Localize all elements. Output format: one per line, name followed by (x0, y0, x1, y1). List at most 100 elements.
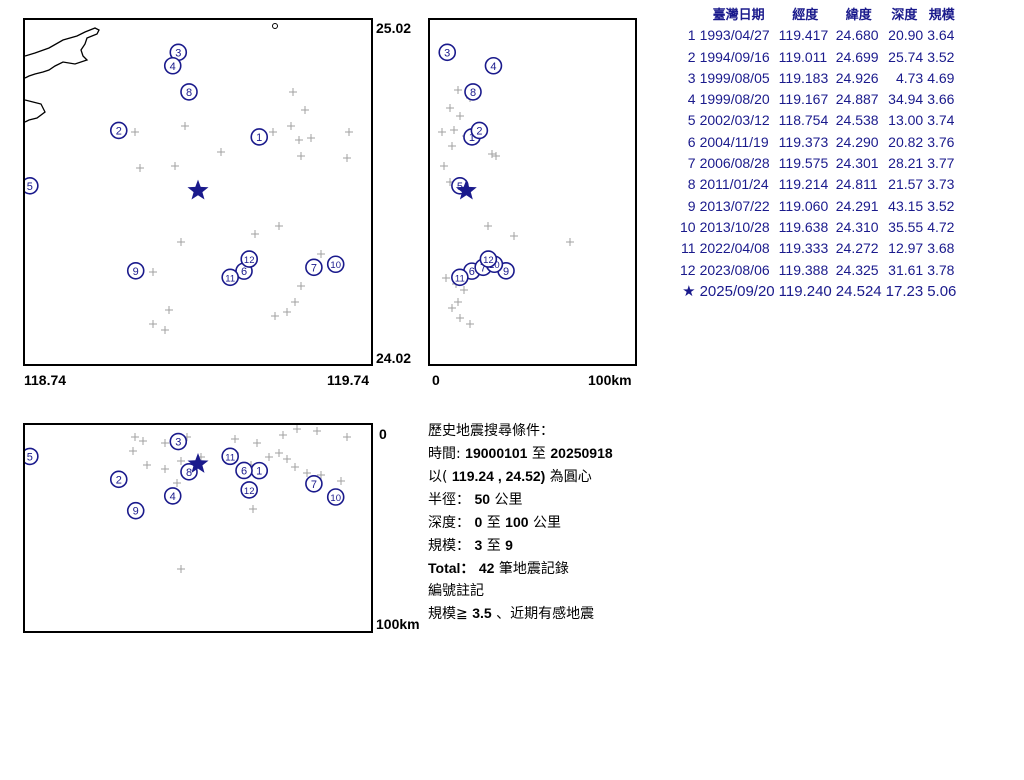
search-radius-label: 半徑： (428, 492, 470, 508)
cell-no: 4 (687, 91, 696, 108)
cell-lon: 119.417 (778, 27, 829, 44)
search-title: 歷史地震搜尋條件： (428, 423, 554, 439)
background-quake-marker (161, 439, 169, 447)
background-quake-marker (271, 312, 279, 320)
search-total-label: Total： (428, 560, 475, 576)
svg-text:8: 8 (470, 87, 476, 99)
background-quake-marker (139, 437, 147, 445)
svg-text:5: 5 (27, 451, 33, 463)
lon-right-label: 119.74 (327, 372, 370, 388)
cross-section-ns: 1 2 3 4 5 6 7 8 9 10 11 12 (428, 18, 637, 366)
search-mag-min: 3 (474, 537, 483, 553)
quake-marker-11: 11 (221, 268, 239, 287)
svg-text:10: 10 (330, 260, 341, 271)
background-quake-marker (450, 126, 458, 134)
quake-marker-10: 10 (326, 255, 345, 274)
cell-depth: 4.73 (895, 69, 924, 86)
table-row: 2 1994/09/16 119.011 24.699 25.74 3.52 (680, 47, 960, 68)
background-quake-marker (297, 282, 305, 290)
cell-no: 5 (687, 112, 696, 129)
background-quake-marker (442, 274, 450, 282)
background-quake-marker (293, 425, 301, 433)
cell-depth: 20.90 (888, 27, 924, 44)
cell-lat: 24.887 (835, 91, 879, 108)
cell-date: 2002/03/12 (699, 112, 770, 129)
search-note: 規模≧ 3.5 、近期有感地震 (428, 602, 613, 625)
background-quake-marker (566, 238, 574, 246)
background-quake-marker (291, 298, 299, 306)
background-quake-marker (448, 142, 456, 150)
svg-text:2: 2 (476, 125, 482, 137)
svg-text:6: 6 (241, 266, 247, 278)
cs-ew-top-label: 0 (379, 426, 387, 442)
main-quake-star-icon (187, 179, 209, 200)
cell-depth: 31.61 (888, 261, 924, 278)
cell-date: 1999/08/20 (699, 91, 770, 108)
svg-text:11: 11 (455, 273, 465, 284)
cs-ns-quake-marker-8: 8 (464, 83, 482, 101)
cs-ew-quake-marker-6: 6 (235, 461, 253, 480)
target-star-icon: ★ (682, 282, 696, 300)
background-quake-marker (343, 433, 351, 441)
islet-marker (272, 23, 278, 29)
background-quake-marker (131, 433, 139, 441)
background-quake-marker (289, 88, 297, 96)
background-quake-marker (510, 232, 518, 240)
cell-date: 1993/04/27 (699, 27, 770, 44)
target-quake-row: ★ 2025/09/20 119.240 24.524 17.23 5.06 (680, 281, 960, 302)
background-quake-marker (173, 479, 181, 487)
background-quake-marker (295, 136, 303, 144)
cs-ew-quake-marker-5: 5 (25, 447, 39, 466)
table-header-row: 臺灣日期 經度 緯度 深度 規模 (680, 4, 960, 25)
background-quake-marker (337, 477, 345, 485)
cell-date: 2023/08/06 (699, 261, 770, 278)
svg-text:9: 9 (133, 266, 139, 278)
col-header-mag: 規模 (928, 7, 955, 22)
background-quake-marker (251, 230, 259, 238)
svg-text:1: 1 (256, 132, 262, 144)
background-quake-marker (291, 463, 299, 471)
cell-lon: 119.011 (778, 48, 828, 65)
svg-text:12: 12 (483, 255, 494, 266)
svg-text:7: 7 (311, 262, 317, 274)
target-lon: 119.240 (778, 282, 832, 300)
cs-ew-quake-marker-7: 7 (305, 474, 323, 493)
search-center-suffix: 為圓心 (549, 469, 592, 485)
svg-text:3: 3 (444, 47, 450, 59)
svg-text:10: 10 (489, 260, 500, 271)
background-quake-marker (253, 439, 261, 447)
svg-text:11: 11 (225, 452, 235, 463)
svg-text:6: 6 (241, 465, 247, 477)
svg-text:11: 11 (225, 273, 235, 284)
cs-ew-quake-marker-9: 9 (126, 501, 145, 520)
background-quake-marker (161, 326, 169, 334)
background-quake-marker (231, 435, 239, 443)
target-lat: 24.524 (835, 282, 882, 300)
search-depth-sep: 至 (486, 515, 501, 531)
col-header-date: 臺灣日期 (712, 7, 765, 22)
background-quake-marker (131, 128, 139, 136)
background-quake-marker (488, 150, 496, 158)
quake-marker-2: 2 (109, 121, 128, 140)
search-center-value: 119.24 , 24.52) (451, 468, 546, 484)
cs-ns-start-label: 0 (432, 372, 440, 388)
cell-depth: 28.21 (888, 155, 924, 172)
background-quake-marker (136, 164, 144, 172)
cell-depth: 20.82 (888, 133, 924, 150)
svg-text:9: 9 (133, 506, 139, 518)
search-depth: 深度： 0 至 100 公里 (428, 511, 613, 534)
cell-mag: 3.77 (927, 155, 955, 172)
search-mag-sep: 至 (486, 538, 501, 554)
background-quake-marker (177, 457, 185, 465)
cell-lon: 119.373 (778, 133, 829, 150)
svg-text:2: 2 (116, 474, 122, 486)
svg-text:4: 4 (490, 61, 496, 73)
cs-ew-quake-marker-11: 11 (221, 447, 239, 466)
cell-date: 2004/11/19 (699, 133, 769, 150)
quake-marker-8: 8 (180, 83, 198, 101)
svg-text:2: 2 (116, 125, 122, 137)
background-quake-marker (275, 449, 283, 457)
cell-date: 2011/01/24 (699, 176, 769, 193)
search-time: 時間: 19000101 至 20250918 (428, 442, 613, 465)
cs-ew-quake-marker-4: 4 (163, 487, 182, 505)
